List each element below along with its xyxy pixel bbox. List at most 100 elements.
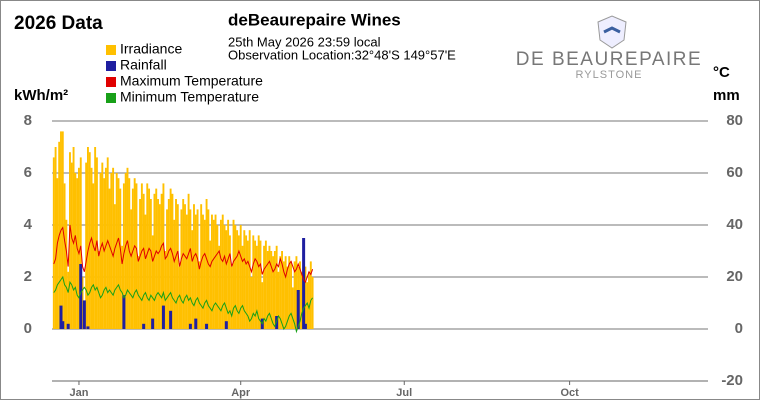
- bar: [263, 245, 266, 329]
- bar: [185, 214, 188, 329]
- bar: [224, 321, 228, 329]
- bar: [157, 199, 159, 329]
- bar: [245, 235, 248, 329]
- bar: [176, 204, 179, 329]
- bar: [306, 282, 309, 329]
- bar: [180, 209, 183, 329]
- y2-tick-label: 60: [726, 164, 743, 181]
- bar: [266, 251, 269, 329]
- bar: [128, 178, 131, 329]
- y-axis-label: kWh/m²: [14, 87, 68, 104]
- y2-axis-label: °C: [713, 64, 730, 81]
- bar: [112, 167, 115, 329]
- bar: [66, 323, 70, 329]
- legend-label: Maximum Temperature: [120, 73, 263, 89]
- bar: [86, 147, 89, 329]
- bar: [284, 256, 287, 329]
- bar: [257, 235, 260, 329]
- bar: [139, 199, 142, 329]
- location: Observation Location:32°48'S 149°57'E: [228, 47, 456, 62]
- bar: [70, 162, 73, 329]
- chart-title: 2026 Data: [14, 13, 103, 34]
- bar: [86, 326, 90, 329]
- bar: [74, 173, 77, 329]
- bar: [182, 199, 185, 329]
- bar: [261, 282, 264, 329]
- legend-swatch: [106, 45, 116, 55]
- bar: [133, 178, 136, 329]
- bar: [273, 251, 276, 329]
- bar: [200, 204, 203, 329]
- y-tick-label: 0: [24, 320, 32, 337]
- legend-label: Irradiance: [120, 41, 182, 57]
- bar: [61, 321, 65, 329]
- bar: [203, 219, 206, 329]
- bar: [270, 251, 273, 329]
- bar: [268, 245, 271, 329]
- bar: [198, 261, 201, 329]
- bar: [188, 323, 192, 329]
- line: [53, 275, 314, 334]
- bar: [160, 193, 163, 329]
- bar: [79, 157, 82, 329]
- bar: [175, 199, 177, 329]
- bar: [308, 271, 310, 329]
- bar: [205, 323, 209, 329]
- bar: [115, 173, 118, 329]
- bar: [193, 204, 195, 329]
- bar: [166, 209, 168, 329]
- bar: [113, 204, 116, 329]
- bar: [189, 209, 192, 329]
- bar: [104, 167, 107, 329]
- y2-tick-label: 20: [726, 268, 743, 285]
- bar: [221, 214, 224, 329]
- bar: [82, 300, 86, 329]
- bar: [236, 230, 239, 329]
- bar: [108, 188, 111, 329]
- bar: [225, 230, 228, 329]
- bar: [219, 219, 222, 329]
- bar: [167, 199, 170, 329]
- bar: [103, 178, 106, 329]
- legend-label: Minimum Temperature: [120, 89, 259, 105]
- bar: [81, 277, 84, 329]
- bar: [230, 266, 233, 329]
- bar: [124, 173, 127, 329]
- bar: [250, 277, 253, 329]
- bar: [309, 261, 312, 329]
- bar: [144, 214, 147, 329]
- bar: [212, 219, 215, 329]
- bar: [255, 245, 258, 329]
- logo-text: DE BEAUREPAIRE: [516, 49, 702, 70]
- bar: [293, 261, 296, 329]
- bar: [299, 261, 301, 329]
- bar: [63, 183, 66, 329]
- bar: [148, 188, 151, 329]
- bar: [246, 240, 249, 329]
- bar: [279, 256, 282, 329]
- bar: [135, 183, 138, 329]
- bar: [252, 235, 255, 329]
- bar: [151, 318, 155, 329]
- bar: [282, 261, 285, 329]
- bar: [164, 251, 167, 329]
- bar: [264, 240, 267, 329]
- y2-tick-label: 0: [735, 320, 743, 337]
- bar: [158, 204, 161, 329]
- bar: [303, 323, 307, 329]
- bar: [85, 162, 88, 329]
- bar: [239, 225, 242, 329]
- x-tick-label: Apr: [231, 387, 251, 399]
- y-tick-label: 4: [24, 216, 33, 233]
- y2-tick-label: -20: [721, 372, 743, 389]
- bar: [52, 157, 55, 329]
- bar: [211, 214, 213, 329]
- legend-swatch: [106, 93, 116, 103]
- bar: [296, 290, 300, 329]
- x-tick-label: Jul: [396, 387, 412, 399]
- bar: [304, 266, 307, 329]
- bar: [237, 235, 240, 329]
- bar: [90, 167, 93, 329]
- bar: [106, 157, 109, 329]
